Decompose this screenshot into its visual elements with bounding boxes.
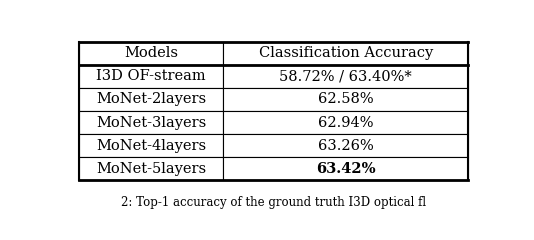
Text: I3D OF-stream: I3D OF-stream — [96, 69, 206, 83]
Text: Classification Accuracy: Classification Accuracy — [258, 46, 433, 60]
Text: Models: Models — [124, 46, 178, 60]
Text: MoNet-5layers: MoNet-5layers — [96, 162, 206, 176]
Text: 63.26%: 63.26% — [318, 139, 373, 153]
Text: 62.94%: 62.94% — [318, 116, 373, 130]
Text: MoNet-3layers: MoNet-3layers — [96, 116, 206, 130]
Text: 58.72% / 63.40%*: 58.72% / 63.40%* — [279, 69, 412, 83]
Text: 2: Top-1 accuracy of the ground truth I3D optical fl: 2: Top-1 accuracy of the ground truth I3… — [121, 196, 426, 209]
Text: MoNet-2layers: MoNet-2layers — [96, 92, 206, 107]
Text: 62.58%: 62.58% — [318, 92, 373, 107]
Text: MoNet-4layers: MoNet-4layers — [96, 139, 206, 153]
Text: 63.42%: 63.42% — [316, 162, 375, 176]
